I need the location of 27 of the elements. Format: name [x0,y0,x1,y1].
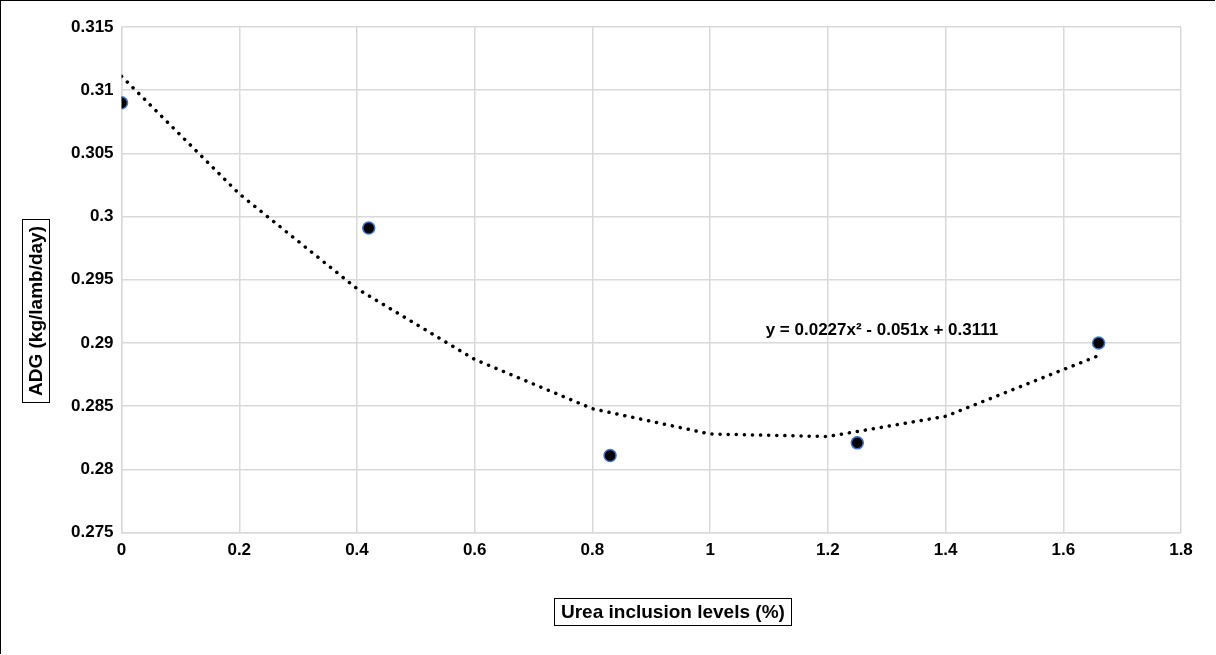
x-tick-label: 1.2 [816,540,840,560]
point [362,221,376,235]
x-axis-title: Urea inclusion levels (%) [554,598,792,626]
point [603,448,617,463]
y-tick-label: 0.31 [80,79,114,99]
x-tick-label: 0 [116,540,127,560]
x-tick-label: 1.4 [933,540,958,560]
x-tick-label: 0.8 [580,540,605,560]
x-tick-label: 0.4 [345,540,370,560]
point [850,436,865,450]
line-series [121,74,1101,439]
point [1091,336,1106,350]
x-tick-label: 1 [705,540,715,560]
y-tick-label: 0.275 [70,522,114,542]
y-tick-label: 0.29 [80,332,114,352]
y-axis-title: ADG (kg/lamb/day) [21,219,50,403]
annotation: y = 0.0227x² - 0.051x + 0.3111 [765,320,999,340]
y-tick-label: 0.285 [70,395,114,415]
y-tick-label: 0.315 [70,16,114,36]
y-tick-label: 0.28 [80,459,114,479]
x-tick-label: 0.2 [227,540,252,560]
y-tick-label: 0.3 [89,206,114,226]
y-tick-label: 0.305 [70,143,114,163]
x-tick-label: 1.6 [1051,540,1076,560]
x-tick-label: 0.6 [462,540,487,560]
x-tick-label: 1.8 [1169,540,1193,560]
y-tick-label: 0.295 [70,269,114,289]
